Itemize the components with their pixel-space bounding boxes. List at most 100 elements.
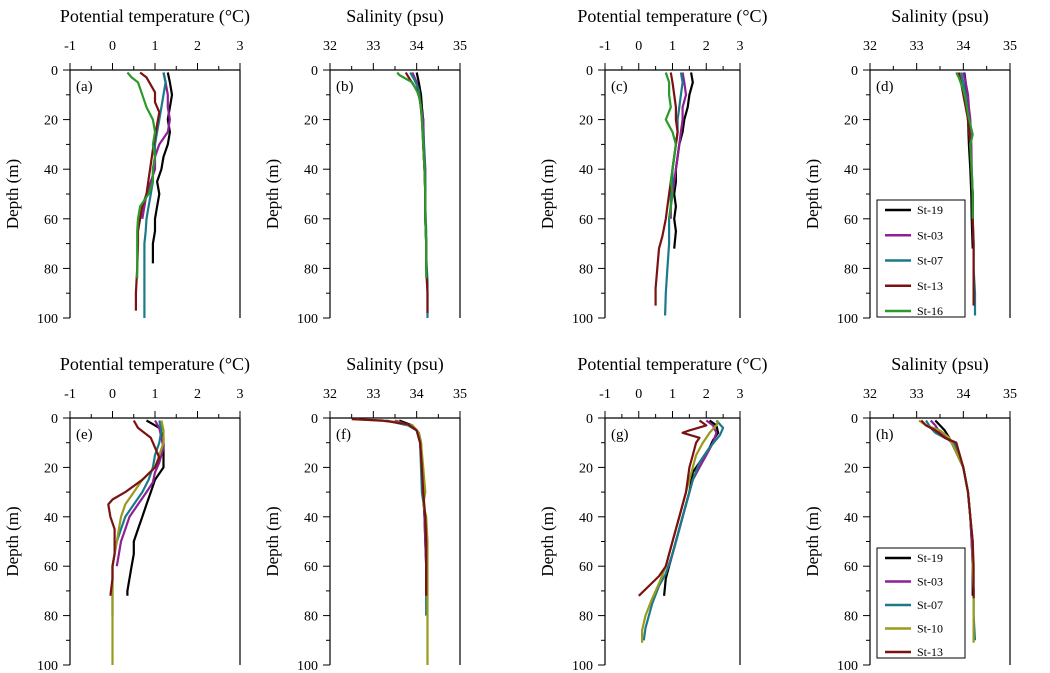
y-tick-label: 80	[44, 610, 58, 625]
series-line-st-13	[920, 419, 975, 599]
x-tick-label: 2	[194, 39, 201, 54]
x-tick-label: 33	[366, 387, 380, 402]
legend-box	[876, 547, 966, 659]
panel-title: Salinity (psu)	[891, 354, 989, 375]
y-tick-label: 20	[844, 461, 858, 476]
y-tick-label: 80	[844, 610, 858, 625]
panel-d: Salinity (psu) Depth (m) 32 33 34 35 0 20 40 60 80…	[803, 6, 1017, 327]
panel-g: Potential temperature (°C) Depth (m) -1 0 1 2…	[538, 354, 768, 673]
x-tick-label: 1	[152, 39, 159, 54]
x-tick-label: 32	[863, 39, 877, 54]
y-tick-label: 100	[572, 659, 593, 673]
panel-h: Salinity (psu) Depth (m) 32 33 34 35 0 20 40 60 80…	[803, 354, 1017, 673]
legend-label: St-10	[917, 622, 943, 636]
y-axis-label: Depth (m)	[803, 159, 822, 229]
x-tick-label: 32	[323, 387, 337, 402]
y-tick-label: 0	[311, 64, 318, 79]
y-tick-label: 60	[844, 560, 858, 575]
x-tick-label: 1	[152, 387, 159, 402]
panel-label: (h)	[876, 427, 894, 443]
y-tick-label: 20	[579, 114, 593, 129]
x-tick-label: 32	[323, 39, 337, 54]
panel-label: (e)	[76, 427, 93, 443]
series-line-st-19	[126, 419, 165, 596]
y-tick-label: 40	[844, 163, 858, 178]
panel-e: Potential temperature (°C) Depth (m) -1 0 1 2…	[3, 354, 250, 673]
legend-label: St-07	[917, 598, 943, 612]
legend-label: St-13	[917, 645, 943, 659]
x-tick-label: 33	[366, 39, 380, 54]
panel-label: (b)	[336, 79, 354, 95]
y-tick-label: 0	[851, 64, 858, 79]
x-tick-label: 3	[737, 39, 744, 54]
y-tick-label: 40	[844, 511, 858, 526]
y-tick-label: 100	[297, 659, 318, 673]
legend-label: St-03	[917, 228, 943, 242]
x-tick-label: 33	[910, 39, 924, 54]
series-line-st-16	[126, 71, 157, 279]
series-line-st-19	[151, 72, 174, 264]
y-tick-label: 0	[311, 412, 318, 427]
panel-title: Salinity (psu)	[346, 6, 444, 27]
y-tick-label: 60	[304, 213, 318, 228]
series-line-st-16	[664, 72, 678, 219]
legend-label: St-03	[917, 575, 943, 589]
y-axis-label: Depth (m)	[263, 506, 282, 576]
y-axis-label: Depth (m)	[263, 159, 282, 229]
y-tick-label: 20	[844, 114, 858, 129]
x-tick-label: 34	[956, 39, 970, 54]
x-tick-label: 33	[910, 387, 924, 402]
x-tick-label: 0	[109, 387, 116, 402]
y-tick-label: 100	[37, 312, 58, 327]
series-line-st-10	[111, 420, 165, 665]
x-tick-label: 1	[669, 39, 676, 54]
legend: St-19 St-03 St-07 St-10 St-13	[876, 547, 966, 659]
y-axis-label: Depth (m)	[538, 506, 557, 576]
x-tick-label: 2	[703, 387, 710, 402]
x-tick-label: 0	[635, 387, 642, 402]
x-tick-label: 35	[453, 387, 467, 402]
legend: St-19 St-03 St-07 St-13 St-16	[876, 199, 966, 318]
x-tick-label: 2	[194, 387, 201, 402]
x-tick-label: -1	[599, 39, 611, 54]
y-tick-label: 80	[304, 610, 318, 625]
x-tick-label: 35	[1003, 387, 1017, 402]
y-tick-label: 100	[37, 659, 58, 673]
panel-f: Salinity (psu) Depth (m) 32 33 34 35 0 20 40 60 80…	[263, 354, 467, 673]
y-tick-label: 60	[844, 213, 858, 228]
y-axis-label: Depth (m)	[3, 159, 22, 229]
panel-a: Potential temperature (°C) Depth (m) -1 0 1 2…	[3, 6, 250, 327]
y-tick-label: 100	[837, 659, 858, 673]
panel-title: Potential temperature (°C)	[60, 354, 250, 375]
y-axis-label: Depth (m)	[3, 506, 22, 576]
x-tick-label: 35	[1003, 39, 1017, 54]
y-tick-label: 0	[851, 412, 858, 427]
x-tick-label: 3	[237, 39, 244, 54]
x-tick-label: 3	[237, 387, 244, 402]
y-tick-label: 60	[579, 560, 593, 575]
x-tick-label: 32	[863, 387, 877, 402]
y-tick-label: 80	[304, 262, 318, 277]
panel-label: (g)	[611, 427, 629, 443]
y-tick-label: 100	[837, 312, 858, 327]
panel-c: Potential temperature (°C) Depth (m) -1 0 1 2…	[538, 6, 768, 327]
legend-label: St-19	[917, 551, 943, 565]
y-tick-label: 80	[44, 262, 58, 277]
legend-box	[876, 199, 966, 318]
y-tick-label: 20	[304, 461, 318, 476]
panel-title: Salinity (psu)	[891, 6, 989, 27]
y-tick-label: 80	[844, 262, 858, 277]
x-tick-label: 34	[956, 387, 970, 402]
series-line-st-13	[638, 419, 708, 597]
panel-label: (d)	[876, 79, 894, 95]
x-tick-label: 35	[453, 39, 467, 54]
y-tick-label: 0	[586, 412, 593, 427]
series-line-st-03	[115, 419, 165, 567]
y-axis-label: Depth (m)	[803, 506, 822, 576]
y-tick-label: 40	[44, 511, 58, 526]
x-tick-label: 0	[109, 39, 116, 54]
legend-label: St-07	[917, 254, 943, 268]
y-tick-label: 80	[579, 262, 593, 277]
panel-label: (f)	[336, 427, 351, 443]
x-tick-label: -1	[599, 387, 611, 402]
